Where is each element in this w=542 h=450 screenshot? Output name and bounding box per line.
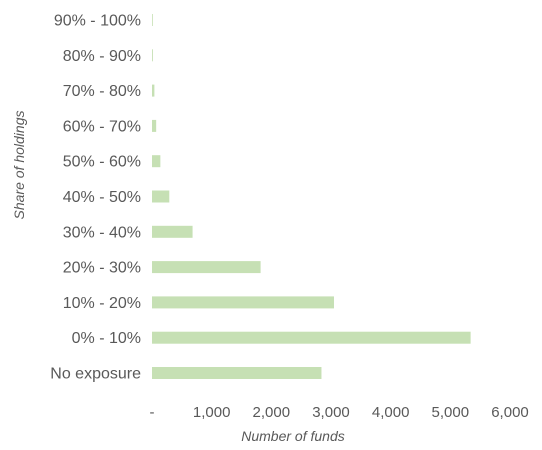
category-label: 50% - 60% — [63, 154, 141, 171]
category-label: 80% - 90% — [63, 48, 141, 65]
x-tick-label: 3,000 — [312, 404, 350, 421]
y-axis-title: Share of holdings — [11, 111, 27, 220]
bar — [152, 367, 322, 379]
x-tick-label: 4,000 — [372, 404, 410, 421]
bar — [152, 190, 170, 203]
category-label: No exposure — [50, 366, 141, 383]
x-tick-label: 5,000 — [432, 404, 470, 421]
category-label: 90% - 100% — [54, 13, 141, 30]
bar — [152, 119, 157, 132]
category-label: 10% - 20% — [63, 295, 141, 312]
bar — [152, 14, 153, 26]
bar — [152, 261, 261, 274]
x-tick-label: 6,000 — [491, 404, 529, 421]
bar — [152, 155, 161, 168]
category-label: 20% - 30% — [63, 260, 141, 277]
bar — [152, 296, 334, 309]
x-axis-title: Number of funds — [241, 428, 345, 444]
category-labels-group: No exposure 0% - 10% 10% - 20% 20% - 30% 30%… — [50, 13, 141, 383]
bar — [152, 49, 153, 62]
bars-group — [152, 14, 471, 379]
category-label: 60% - 70% — [63, 118, 141, 135]
category-label: 30% - 40% — [63, 224, 141, 241]
category-label: 40% - 50% — [63, 189, 141, 206]
x-tick-label: 2,000 — [253, 404, 291, 421]
category-label: 0% - 10% — [72, 330, 141, 347]
x-tick-labels-group: - 1,000 2,000 3,000 4,000 5,000 6,000 — [150, 404, 529, 421]
category-label: 70% - 80% — [63, 83, 141, 100]
bar — [152, 331, 471, 344]
bar — [152, 84, 155, 97]
x-tick-label: 1,000 — [193, 404, 231, 421]
x-tick-label: - — [150, 404, 155, 421]
bar — [152, 225, 193, 238]
